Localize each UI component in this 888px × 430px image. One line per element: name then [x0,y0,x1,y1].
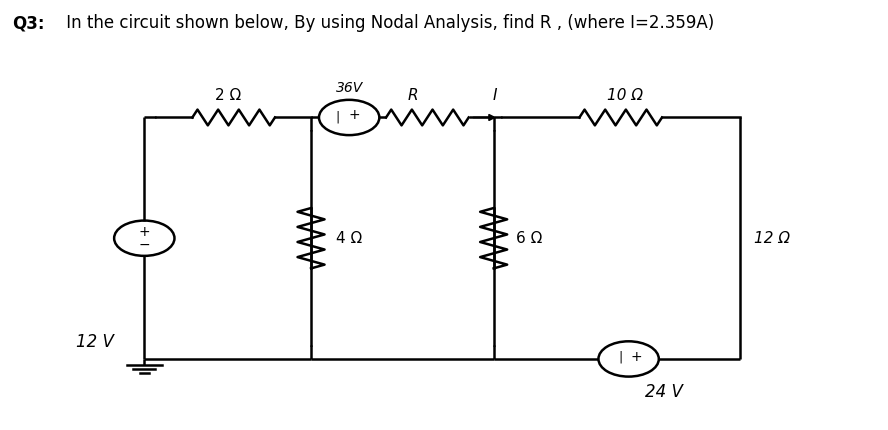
Text: 12 V: 12 V [76,332,114,350]
Text: In the circuit shown below, By using Nodal Analysis, find R , (where I=2.359A): In the circuit shown below, By using Nod… [60,14,714,32]
Text: 24 V: 24 V [646,383,683,401]
Text: 10 Ω: 10 Ω [607,88,643,103]
Text: Q3:: Q3: [12,14,44,32]
Text: 2 Ω: 2 Ω [215,88,241,103]
Text: 4 Ω: 4 Ω [337,231,362,246]
Text: +: + [348,108,360,122]
Text: I: I [493,88,497,103]
Text: +: + [630,350,642,364]
Text: 36V: 36V [336,81,363,95]
Text: |: | [335,111,339,124]
Text: |: | [619,350,622,364]
Text: −: − [139,238,150,252]
Text: +: + [139,225,150,239]
Text: 6 Ω: 6 Ω [516,231,543,246]
Text: 12 Ω: 12 Ω [754,231,790,246]
Text: R: R [408,88,418,103]
